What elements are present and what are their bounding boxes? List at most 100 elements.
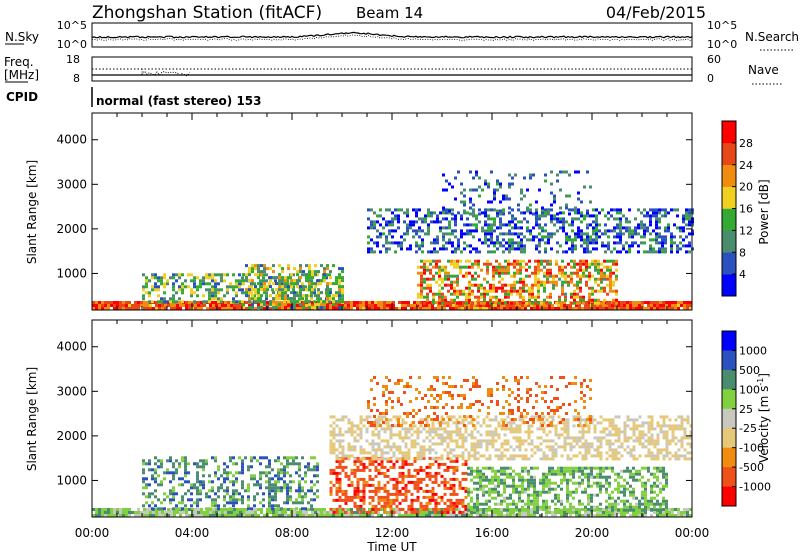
heatmap-cell <box>157 459 160 463</box>
heatmap-cell <box>268 459 271 463</box>
heatmap-cell <box>412 223 415 227</box>
heatmap-cell <box>496 226 499 230</box>
heatmap-cell <box>556 220 559 224</box>
heatmap-cell <box>477 286 480 290</box>
heatmap-cell <box>498 298 501 302</box>
heatmap-cell <box>482 472 485 476</box>
heatmap-cell <box>386 442 390 446</box>
heatmap-cell <box>281 304 284 307</box>
heatmap-cell <box>503 508 506 512</box>
heatmap-cell <box>235 498 238 502</box>
heatmap-cell <box>232 492 235 496</box>
heatmap-cell <box>599 514 602 517</box>
heatmap-cell <box>581 481 584 485</box>
heatmap-cell <box>314 508 317 511</box>
heatmap-cell <box>583 241 586 245</box>
heatmap-cell <box>523 235 526 239</box>
heatmap-cell <box>500 511 503 514</box>
heatmap-cell <box>205 495 208 499</box>
heatmap-cell <box>416 436 420 440</box>
heatmap-cell <box>542 481 545 485</box>
heatmap-cell <box>600 271 603 275</box>
heatmap-cell <box>664 211 667 215</box>
heatmap-cell <box>232 462 235 466</box>
heatmap-cell <box>655 217 658 221</box>
heatmap-cell <box>670 250 673 254</box>
heatmap-cell <box>275 294 278 298</box>
heatmap-cell <box>305 297 308 301</box>
heatmap-cell <box>172 477 175 481</box>
heatmap-cell <box>326 294 329 298</box>
heatmap-cell <box>455 459 459 463</box>
heatmap-cell <box>221 304 224 307</box>
heatmap-cell <box>376 214 379 218</box>
heatmap-cell <box>143 511 146 514</box>
heatmap-cell <box>436 220 439 224</box>
heatmap-cell <box>145 483 148 487</box>
heatmap-cell <box>530 508 533 511</box>
heatmap-cell <box>520 232 523 236</box>
heatmap-cell <box>539 505 542 509</box>
heatmap-cell <box>588 298 591 302</box>
heatmap-cell <box>572 307 575 310</box>
heatmap-cell <box>359 459 363 463</box>
heatmap-cell <box>350 468 354 472</box>
heatmap-cell <box>377 304 380 307</box>
heatmap-cell <box>463 188 466 192</box>
heatmap-cell <box>245 279 248 283</box>
heatmap-cell <box>449 483 453 487</box>
heatmap-cell <box>193 462 196 466</box>
heatmap-cell <box>250 291 253 295</box>
heatmap-cell <box>653 307 656 310</box>
heatmap-cell <box>497 481 500 485</box>
heatmap-cell <box>491 469 494 473</box>
heatmap-cell <box>142 492 145 496</box>
freq-left-tick-bottom: 8 <box>73 72 80 85</box>
heatmap-cell <box>497 493 500 497</box>
heatmap-cell <box>235 291 238 295</box>
heatmap-cell <box>368 474 372 478</box>
heatmap-cell <box>641 466 644 470</box>
heatmap-cell <box>398 430 402 434</box>
heatmap-cell <box>441 268 444 272</box>
heatmap-cell <box>524 514 527 517</box>
heatmap-cell <box>461 442 465 446</box>
heatmap-cell <box>502 223 505 227</box>
heatmap-cell <box>574 217 577 221</box>
heatmap-cell <box>367 226 370 230</box>
heatmap-cell <box>661 247 664 251</box>
heatmap-cell <box>447 259 450 263</box>
heatmap-cell <box>474 277 477 281</box>
heatmap-cell <box>455 445 459 449</box>
heatmap-cell <box>595 217 598 221</box>
heatmap-cell <box>420 259 423 263</box>
heatmap-cell <box>476 508 479 512</box>
heatmap-cell <box>588 271 591 275</box>
heatmap-cell <box>332 415 336 419</box>
heatmap-cell <box>383 430 387 434</box>
heatmap-cell <box>382 232 385 236</box>
heatmap-cell <box>157 294 160 298</box>
heatmap-cell <box>494 511 497 514</box>
heatmap-cell <box>449 501 453 505</box>
heatmap-cell <box>253 504 256 508</box>
heatmap-cell <box>534 265 537 269</box>
heatmap-cell <box>499 223 502 227</box>
heatmap-cell <box>653 502 656 506</box>
heatmap-cell <box>401 459 405 463</box>
heatmap-cell <box>211 486 214 490</box>
heatmap-cell <box>563 307 566 310</box>
heatmap-cell <box>491 481 494 485</box>
heatmap-cell <box>612 259 615 263</box>
heatmap-cell <box>274 498 277 502</box>
heatmap-cell <box>677 301 680 304</box>
heatmap-cell <box>353 430 357 434</box>
heatmap-cell <box>595 238 598 242</box>
heatmap-cell <box>365 415 369 419</box>
heatmap-cell <box>380 439 384 443</box>
heatmap-cell <box>104 508 107 511</box>
heatmap-cell <box>374 492 378 496</box>
heatmap-cell <box>533 487 536 491</box>
heatmap-cell <box>179 514 182 517</box>
heatmap-cell <box>589 185 592 189</box>
